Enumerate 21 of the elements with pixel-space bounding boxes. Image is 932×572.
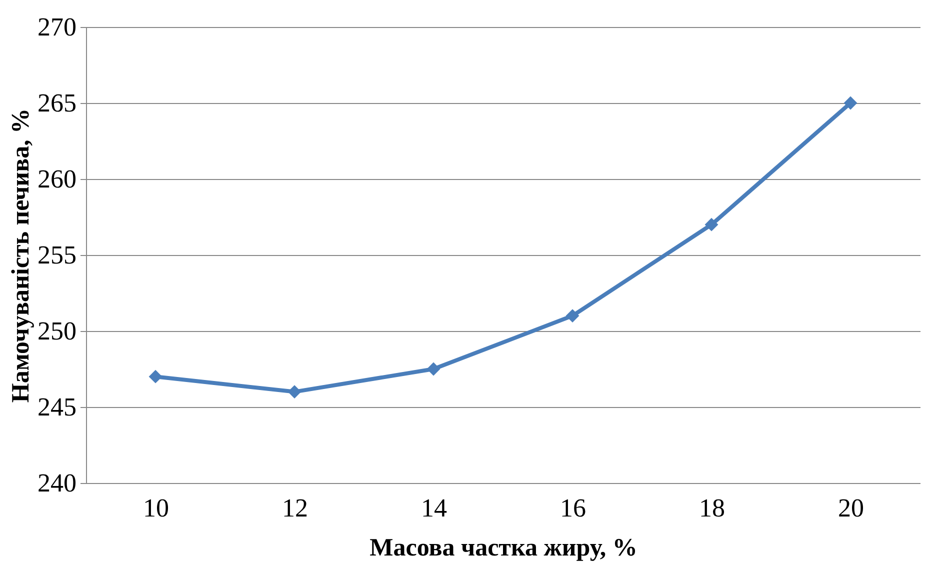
- x-tick-label: 16: [560, 494, 586, 522]
- y-tick-label: 255: [38, 240, 76, 270]
- x-tick-label: 10: [143, 494, 169, 522]
- x-tick-label: 18: [699, 494, 725, 522]
- y-axis-title: Намочуваність печива, %: [8, 108, 34, 403]
- y-tick-label: 240: [38, 468, 76, 498]
- point: [148, 370, 162, 384]
- point: [426, 362, 440, 376]
- y-tick-label: 270: [38, 12, 76, 42]
- point: [288, 385, 302, 399]
- point: [704, 218, 718, 232]
- point: [844, 96, 858, 110]
- x-axis-title: Масова частка жиру, %: [370, 534, 638, 562]
- x-tick-label: 12: [282, 494, 308, 522]
- y-tick-label: 260: [38, 164, 76, 194]
- x-tick-label: 14: [421, 494, 447, 522]
- y-tick-label: 245: [38, 392, 76, 422]
- y-tick-label: 250: [38, 316, 76, 346]
- y-tick-label: 265: [38, 88, 76, 118]
- x-tick-label: 20: [838, 494, 864, 522]
- point: [566, 309, 580, 323]
